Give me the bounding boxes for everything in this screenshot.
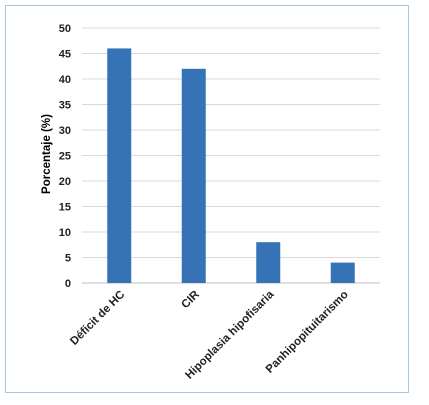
y-tick-label: 20 [59,176,71,188]
y-axis-label: Porcentaje (%) [41,114,53,194]
bar [107,48,132,284]
y-tick-label: 45 [59,49,71,61]
gridlines [82,27,380,284]
y-tick-label: 50 [59,23,71,35]
y-tick-label: 5 [65,253,71,265]
y-tick-label: 40 [59,74,71,86]
x-tick-label: CIR [179,288,202,311]
y-tick-label: 10 [59,227,71,239]
bars [107,48,355,284]
x-tick-label: Déficit de HC [68,289,127,348]
x-tick-label: Panhipopituitarismo [264,289,351,376]
y-tick-label: 25 [59,151,71,163]
y-axis-ticks: 0 5 10 15 20 25 30 35 40 45 50 [59,23,71,290]
bar [256,242,281,283]
bar [330,262,355,283]
y-tick-label: 0 [65,278,71,290]
bar [181,68,206,283]
y-tick-label: 35 [59,100,71,112]
y-tick-label: 30 [59,125,71,137]
y-tick-label: 15 [59,202,71,214]
chart-frame [5,5,409,393]
